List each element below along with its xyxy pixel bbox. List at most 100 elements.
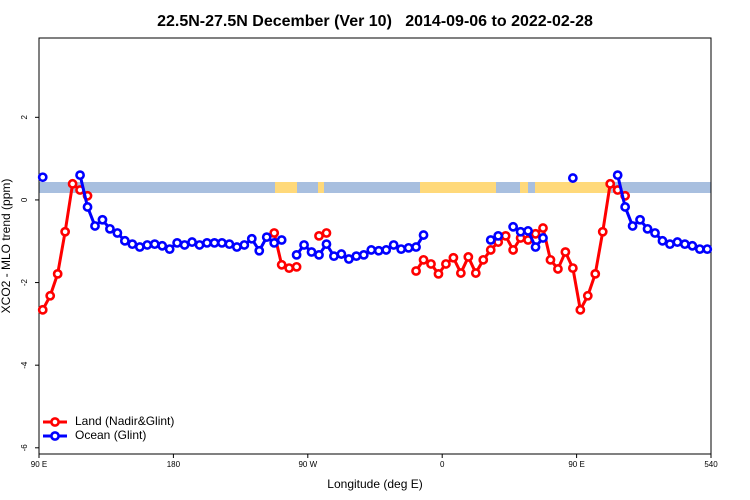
data-point (455, 268, 466, 278)
legend-label: Land (Nadir&Glint) (75, 414, 174, 428)
data-point (343, 254, 354, 264)
data-point (82, 202, 93, 212)
data-point (112, 228, 123, 238)
data-point (276, 259, 287, 270)
data-point (284, 263, 295, 274)
data-point (687, 240, 698, 251)
data-point (650, 228, 660, 238)
data-point (254, 245, 265, 256)
map-land (420, 182, 496, 193)
x-tick-label: 90 E (31, 460, 47, 469)
data-point (403, 242, 414, 253)
map-land (520, 182, 528, 193)
data-point (134, 242, 145, 252)
data-point (508, 245, 519, 255)
data-point (545, 254, 556, 265)
data-point (665, 239, 675, 250)
map-land (275, 182, 297, 193)
data-point (142, 240, 153, 250)
data-point (37, 304, 48, 315)
data-point (224, 239, 235, 250)
data-point (269, 238, 280, 248)
y-tick-label: -4 (20, 361, 29, 369)
data-point (411, 242, 421, 252)
map-land (535, 182, 611, 193)
y-tick-label: 2 (20, 115, 29, 120)
map-strip (39, 182, 711, 193)
data-point (314, 230, 324, 241)
series-line (414, 180, 627, 315)
data-point (269, 228, 280, 238)
data-point (239, 240, 250, 250)
data-point (679, 239, 690, 250)
data-point (470, 268, 481, 278)
data-point (119, 235, 130, 246)
data-point (149, 239, 160, 250)
data-point (231, 242, 242, 252)
data-point (493, 230, 504, 241)
data-point (485, 245, 496, 255)
data-point (605, 178, 616, 189)
data-point (217, 238, 227, 248)
data-point (276, 235, 287, 245)
data-point (157, 240, 168, 251)
data-point (358, 249, 369, 260)
data-point (172, 238, 183, 248)
map-ocean (39, 182, 711, 193)
data-point (351, 251, 362, 262)
data-point (567, 263, 578, 274)
data-point (612, 170, 623, 181)
data-point (321, 228, 332, 238)
y-tick-label: -2 (20, 278, 29, 286)
data-point (75, 170, 85, 181)
data-point (553, 264, 563, 274)
x-axis-label: Longitude (deg E) (327, 477, 422, 491)
y-tick-label: -6 (20, 444, 29, 452)
data-point (560, 247, 571, 257)
data-point (373, 245, 384, 256)
data-point (97, 214, 108, 225)
data-point (291, 249, 302, 260)
map-land (318, 182, 324, 193)
data-point (321, 239, 332, 250)
data-point (209, 238, 220, 248)
data-point (500, 230, 511, 241)
data-point (246, 233, 257, 244)
data-point (463, 252, 474, 262)
y-axis-label: XCO2 - MLO trend (ppm) (0, 179, 13, 314)
data-point (291, 261, 302, 272)
data-point (388, 240, 399, 250)
legend-marker (50, 431, 60, 441)
data-point (582, 290, 593, 301)
x-tick-label: 90 E (568, 460, 584, 469)
data-point (627, 221, 638, 231)
data-point (508, 221, 519, 232)
data-point (418, 254, 429, 265)
data-point (45, 290, 56, 301)
data-point (620, 202, 631, 212)
data-point (329, 251, 339, 262)
data-point (105, 223, 115, 234)
y-tick-label: 0 (20, 197, 29, 202)
data-point (52, 268, 63, 279)
data-point (261, 232, 272, 243)
data-point (448, 252, 459, 263)
legend-label: Ocean (Glint) (75, 428, 146, 442)
data-point (575, 304, 586, 315)
data-point (426, 259, 436, 269)
data-point (37, 172, 48, 183)
data-point (485, 235, 496, 245)
data-point (67, 178, 78, 189)
x-tick-label: 540 (704, 460, 718, 469)
data-point (433, 268, 444, 279)
x-tick-label: 90 W (298, 460, 317, 469)
data-point (60, 226, 71, 237)
x-tick-label: 180 (167, 460, 181, 469)
data-point (567, 173, 578, 183)
data-point (538, 233, 548, 243)
data-point (314, 249, 324, 260)
legend-marker (50, 417, 60, 427)
data-point (538, 223, 548, 233)
data-point (366, 245, 377, 255)
